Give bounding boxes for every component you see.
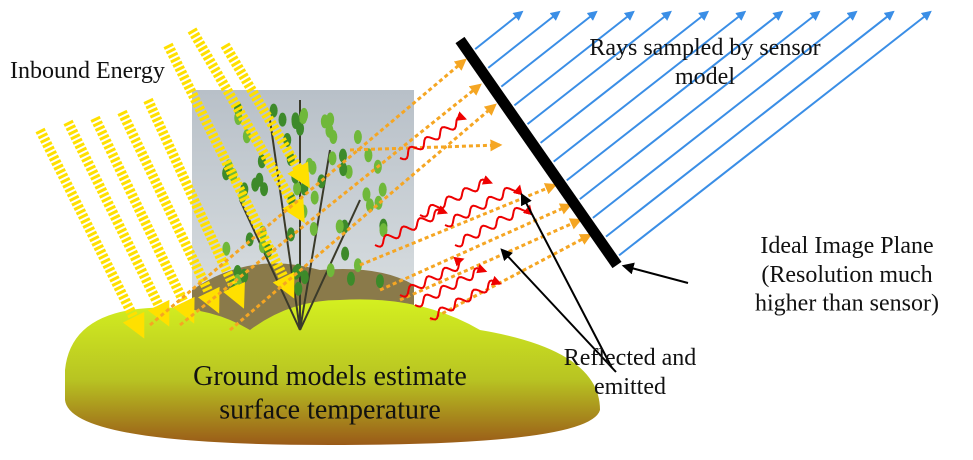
leaf — [327, 263, 335, 277]
leaf — [270, 104, 278, 118]
diagram: Inbound Energy Rays sampled by sensor mod… — [0, 0, 973, 460]
leaf — [279, 113, 287, 127]
image-plane — [460, 40, 617, 265]
label-line: emitted — [594, 374, 666, 400]
reflected-ray — [400, 220, 580, 300]
label: Ideal Image Plane (Resolution much higher … — [755, 233, 939, 317]
leaf — [341, 247, 349, 261]
sampled-ray — [488, 12, 559, 68]
emitted-ray — [420, 180, 491, 217]
label-line: Ground models estimate — [193, 361, 467, 392]
leaf — [347, 272, 355, 286]
sampled-ray — [501, 12, 596, 87]
leaf — [354, 130, 362, 144]
leaf — [305, 158, 313, 172]
label-line: (Resolution much — [761, 262, 932, 288]
label-line: model — [675, 64, 735, 90]
label-line: Inbound Energy — [10, 58, 165, 84]
label-line: surface temperature — [219, 395, 441, 426]
leaf — [311, 191, 319, 205]
leaf — [299, 110, 307, 124]
sampled-ray — [527, 12, 670, 124]
leaf — [301, 270, 309, 284]
leaf — [310, 222, 318, 236]
leaf — [321, 114, 329, 128]
label-line: Ideal Image Plane — [760, 233, 933, 259]
leaf — [293, 181, 301, 195]
leaf — [317, 174, 325, 188]
pointer — [522, 195, 612, 368]
leaf — [329, 130, 337, 144]
leaf — [291, 112, 299, 126]
label-line: higher than sensor) — [755, 291, 939, 317]
label-line: Reflected and — [564, 345, 697, 371]
label: Rays sampled by sensor model — [589, 35, 820, 90]
leaf — [336, 219, 344, 233]
leaf — [376, 274, 384, 288]
sampled-ray — [475, 12, 522, 49]
leaf — [255, 173, 263, 187]
leaf — [339, 162, 347, 176]
pointer — [624, 266, 688, 283]
leaf — [379, 183, 387, 197]
leaf — [294, 282, 302, 296]
leaf — [328, 151, 336, 165]
label-line: Rays sampled by sensor — [589, 35, 820, 61]
label: Inbound Energy — [10, 58, 165, 84]
